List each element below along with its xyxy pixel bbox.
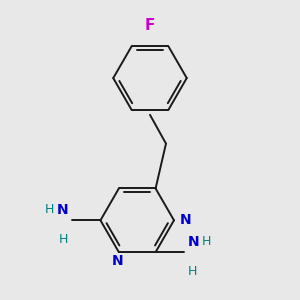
Text: N: N [188, 235, 199, 249]
Text: H: H [202, 235, 211, 248]
Text: H: H [188, 265, 197, 278]
Text: H: H [45, 203, 54, 217]
Text: N: N [180, 213, 191, 227]
Text: F: F [145, 18, 155, 33]
Text: H: H [59, 233, 68, 246]
Text: N: N [111, 254, 123, 268]
Text: N: N [57, 203, 68, 217]
